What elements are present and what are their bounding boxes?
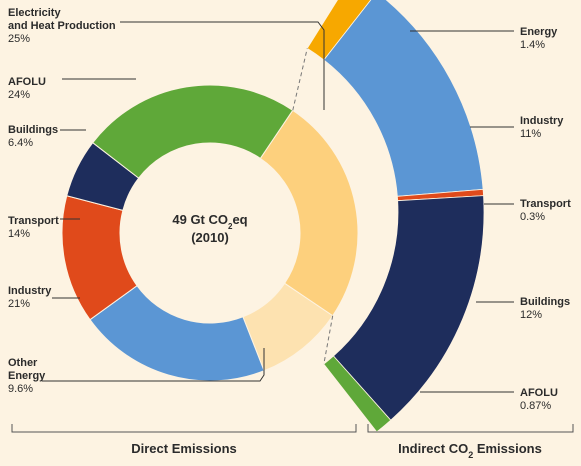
direct-emissions-donut	[61, 84, 359, 382]
label-value-transport: 14%	[8, 228, 30, 240]
arc-label-value-transport: 0.3%	[520, 211, 545, 223]
leader-electricity	[120, 21, 325, 110]
label-value-afolu: 24%	[8, 89, 30, 101]
label-name-afolu: AFOLU	[8, 76, 46, 88]
direct-bracket	[11, 424, 357, 433]
connector-bottom	[323, 315, 334, 365]
label-name-electricity-line1: Electricity	[8, 7, 61, 19]
arc-label-value-buildings: 12%	[520, 309, 542, 321]
center-label-line2: (2010)	[191, 230, 229, 245]
label-name-other-energy-line1: Other	[8, 357, 38, 369]
label-value-other-energy: 9.6%	[8, 383, 33, 395]
indirect-emissions-arc	[306, 0, 485, 433]
label-value-industry: 21%	[8, 298, 30, 310]
indirect-bracket	[367, 424, 574, 433]
label-name-industry: Industry	[8, 285, 52, 297]
arc-label-name-energy: Energy	[520, 26, 558, 38]
arc-label-name-afolu: AFOLU	[520, 387, 558, 399]
arc-label-name-transport: Transport	[520, 198, 571, 210]
label-name-buildings: Buildings	[8, 124, 58, 136]
leader-lines	[42, 21, 514, 393]
label-value-electricity: 25%	[8, 33, 30, 45]
arc-label-value-energy: 1.4%	[520, 39, 545, 51]
leader-other-energy	[42, 348, 265, 382]
label-value-buildings: 6.4%	[8, 137, 33, 149]
direct-emissions-footer: Direct Emissions	[131, 441, 237, 456]
arc-slice-industry	[323, 0, 484, 197]
donut-slice-afolu	[92, 84, 294, 179]
center-label-line1: 49 Gt CO2eq	[172, 212, 247, 231]
donut-slice-electricity	[259, 109, 359, 317]
label-name-other-energy-line2: Energy	[8, 370, 46, 382]
arc-label-name-industry: Industry	[520, 115, 564, 127]
arc-label-name-buildings: Buildings	[520, 296, 570, 308]
connector-top	[292, 48, 308, 111]
label-name-electricity-line2: and Heat Production	[8, 20, 116, 32]
arc-label-value-afolu: 0.87%	[520, 400, 551, 412]
arc-label-value-industry: 11%	[520, 128, 541, 140]
label-name-transport: Transport	[8, 215, 59, 227]
indirect-emissions-footer: Indirect CO2 Emissions	[398, 441, 542, 460]
